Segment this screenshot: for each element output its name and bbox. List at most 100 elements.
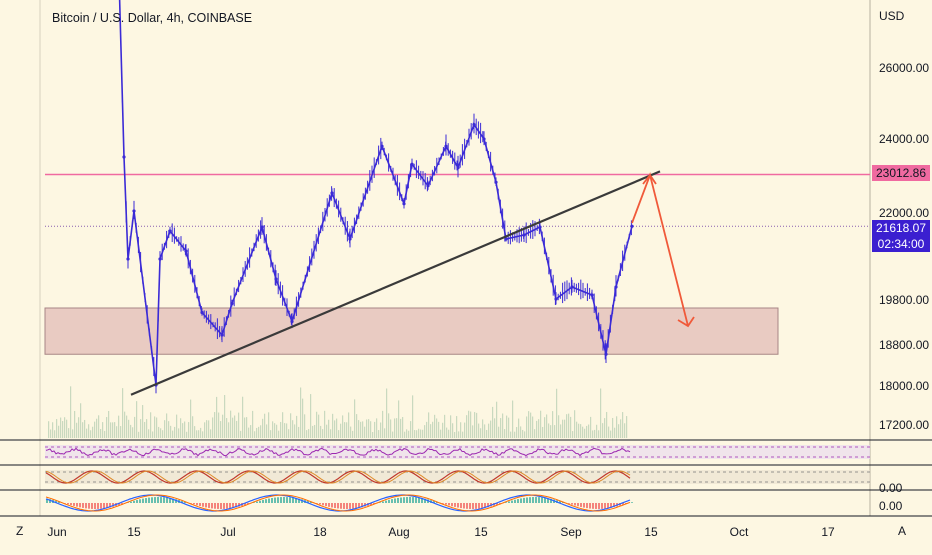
volume-bar bbox=[576, 422, 577, 438]
zoom-toggle-button[interactable]: Z bbox=[16, 524, 23, 538]
volume-bar bbox=[154, 416, 155, 438]
volume-bar bbox=[402, 417, 403, 438]
symbol-title: Bitcoin / U.S. Dollar, 4h, COINBASE bbox=[52, 11, 252, 25]
volume-bar bbox=[544, 417, 545, 438]
macd-histogram-bar bbox=[352, 503, 354, 509]
volume-bar bbox=[480, 428, 481, 438]
volume-bar bbox=[522, 430, 523, 438]
macd-histogram-bar bbox=[526, 497, 528, 503]
macd-histogram-bar bbox=[334, 503, 336, 508]
volume-bar bbox=[50, 429, 51, 438]
volume-bar bbox=[486, 430, 487, 438]
volume-bar bbox=[398, 400, 399, 438]
volume-bar bbox=[332, 414, 333, 438]
price-point bbox=[158, 257, 161, 260]
macd-histogram-bar bbox=[541, 497, 543, 503]
volume-bar bbox=[336, 419, 337, 438]
volume-bar bbox=[302, 399, 303, 438]
volume-bar bbox=[172, 431, 173, 438]
macd-histogram-bar bbox=[292, 498, 294, 503]
volume-bar bbox=[556, 389, 557, 438]
macd-histogram-bar bbox=[136, 500, 138, 503]
price-point bbox=[538, 225, 541, 228]
volume-bar bbox=[264, 414, 265, 438]
volume-bar bbox=[610, 431, 611, 438]
macd-histogram-bar bbox=[220, 503, 222, 509]
macd-histogram-bar bbox=[223, 503, 225, 509]
time-tick-label: 15 bbox=[644, 525, 657, 539]
volume-bar bbox=[496, 402, 497, 438]
volume-bar bbox=[368, 419, 369, 438]
volume-bar bbox=[560, 424, 561, 438]
support-zone bbox=[45, 308, 778, 354]
volume-bar bbox=[408, 431, 409, 438]
volume-bar bbox=[256, 428, 257, 438]
volume-bar bbox=[82, 422, 83, 438]
macd-histogram-bar bbox=[79, 503, 81, 507]
price-point bbox=[184, 249, 187, 252]
volume-bar bbox=[468, 411, 469, 438]
macd-histogram-bar bbox=[196, 503, 198, 505]
volume-bar bbox=[262, 419, 263, 438]
macd-histogram-bar bbox=[283, 497, 285, 503]
price-point bbox=[348, 237, 351, 240]
macd-histogram-bar bbox=[574, 503, 576, 505]
volume-bar bbox=[112, 422, 113, 438]
volume-bar bbox=[308, 429, 309, 438]
volume-bar bbox=[506, 416, 507, 438]
volume-bar bbox=[238, 413, 239, 438]
volume-bar bbox=[350, 427, 351, 438]
macd-histogram-bar bbox=[538, 497, 540, 503]
volume-bar bbox=[244, 418, 245, 438]
currency-label: USD bbox=[879, 9, 904, 23]
volume-bar bbox=[446, 428, 447, 438]
macd-histogram-bar bbox=[448, 503, 450, 505]
macd-histogram-bar bbox=[265, 499, 267, 503]
volume-bar bbox=[452, 423, 453, 438]
volume-bar bbox=[124, 412, 125, 438]
volume-bar bbox=[66, 420, 67, 438]
volume-bar bbox=[270, 430, 271, 438]
volume-bar bbox=[246, 417, 247, 438]
volume-bar bbox=[624, 423, 625, 438]
macd-histogram-bar bbox=[391, 499, 393, 503]
volume-bar bbox=[286, 423, 287, 438]
volume-bar bbox=[304, 414, 305, 438]
volume-bar bbox=[396, 418, 397, 438]
volume-bar bbox=[456, 416, 457, 438]
price-point bbox=[494, 181, 497, 184]
macd-histogram-bar bbox=[139, 499, 141, 503]
macd-histogram-bar bbox=[589, 503, 591, 509]
macd-histogram-bar bbox=[97, 503, 99, 509]
volume-bar bbox=[242, 397, 243, 438]
price-point bbox=[614, 285, 617, 288]
auto-scale-button[interactable]: A bbox=[898, 524, 906, 538]
volume-bar bbox=[276, 425, 277, 438]
volume-bar bbox=[290, 413, 291, 438]
macd-histogram-bar bbox=[394, 498, 396, 503]
volume-bar bbox=[430, 424, 431, 438]
volume-bar bbox=[530, 413, 531, 438]
price-point bbox=[472, 123, 475, 126]
volume-bar bbox=[602, 423, 603, 438]
volume-bar bbox=[106, 417, 107, 438]
macd-histogram-bar bbox=[415, 497, 417, 503]
volume-bar bbox=[100, 429, 101, 438]
volume-bar bbox=[414, 430, 415, 438]
volume-bar bbox=[144, 422, 145, 438]
macd-histogram-bar bbox=[202, 503, 204, 507]
volume-bar bbox=[566, 414, 567, 438]
volume-bar bbox=[328, 420, 329, 438]
macd-histogram-bar bbox=[133, 501, 135, 503]
macd-histogram-bar bbox=[214, 503, 216, 509]
volume-bar bbox=[68, 428, 69, 438]
macd-histogram-bar bbox=[457, 503, 459, 508]
volume-bar bbox=[354, 399, 355, 438]
macd-histogram-bar bbox=[520, 498, 522, 503]
volume-bar bbox=[426, 422, 427, 438]
macd-histogram-bar bbox=[259, 501, 261, 503]
volume-bar bbox=[436, 418, 437, 438]
macd-histogram-bar bbox=[409, 497, 411, 503]
